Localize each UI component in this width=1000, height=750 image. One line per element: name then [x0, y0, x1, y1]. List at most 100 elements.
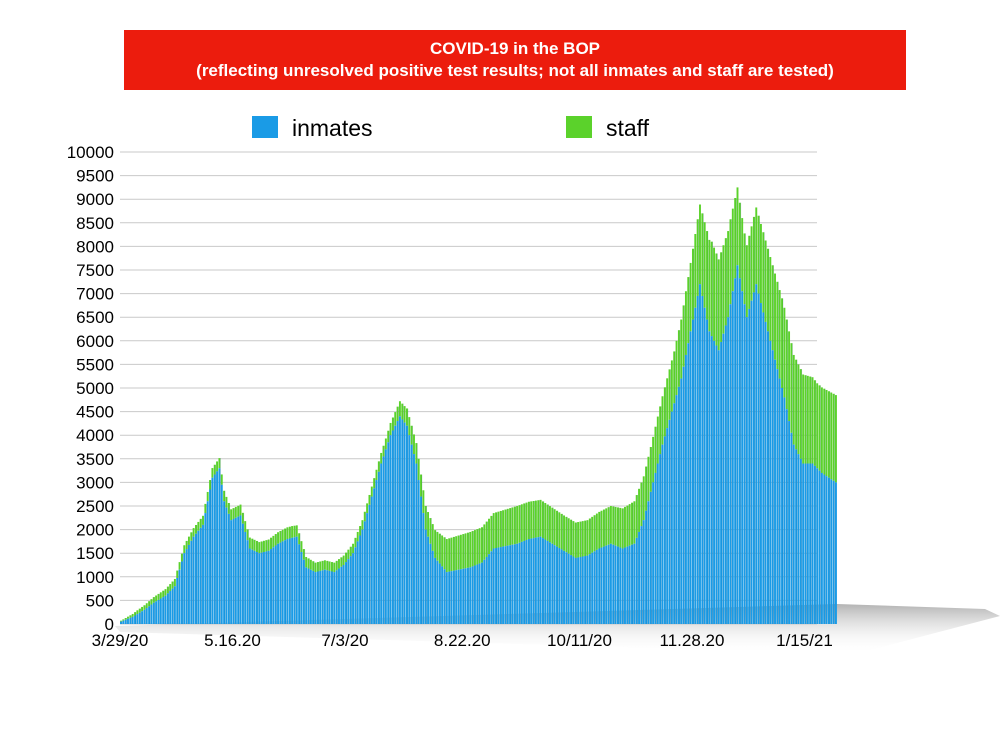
bar-inmates [323, 569, 326, 624]
bar-inmates [124, 619, 127, 624]
bar-inmates [511, 544, 514, 624]
bar-staff [745, 245, 748, 318]
bar-staff [239, 504, 242, 516]
bar-inmates [356, 541, 359, 624]
y-tick-label: 1500 [76, 544, 114, 563]
bar-staff [162, 590, 165, 598]
bar-staff [743, 233, 746, 305]
y-tick-label: 6000 [76, 332, 114, 351]
bar-inmates [180, 561, 183, 624]
bar-inmates [816, 468, 819, 624]
bar-inmates [811, 463, 814, 624]
bar-inmates [631, 544, 633, 624]
bar-staff [225, 496, 228, 508]
bar-staff [809, 376, 812, 464]
bar-staff [300, 541, 303, 553]
bar-inmates [312, 570, 315, 624]
bar-staff [246, 529, 249, 541]
bar-staff [431, 524, 434, 551]
bar-staff [652, 436, 655, 483]
bar-inmates [211, 477, 214, 624]
bar-inmates [141, 611, 144, 624]
bar-staff [666, 378, 669, 429]
bar-inmates [328, 570, 331, 624]
bar-inmates [696, 295, 699, 624]
bar-inmates [602, 546, 605, 624]
x-tick-label: 1/15/21 [776, 631, 833, 650]
bar-inmates [127, 618, 129, 624]
bar-inmates [431, 550, 434, 624]
bar-staff [157, 593, 160, 600]
bar-staff [771, 265, 774, 351]
bar-inmates [415, 463, 418, 624]
bar-inmates [396, 421, 399, 624]
bar-staff [429, 518, 432, 544]
bar-staff [131, 613, 134, 617]
bar-inmates [640, 526, 643, 624]
bar-inmates [790, 432, 793, 624]
bar-inmates [518, 542, 521, 624]
bar-staff [593, 515, 596, 552]
bar-staff [563, 515, 565, 551]
bar-inmates [495, 548, 497, 624]
bar-staff [396, 406, 399, 422]
y-tick-label: 2500 [76, 497, 114, 516]
bar-inmates [621, 548, 624, 624]
bar-staff [380, 452, 383, 464]
bar-staff [663, 387, 666, 437]
bar-staff [340, 557, 343, 567]
bar-staff [633, 501, 636, 544]
y-tick-label: 6500 [76, 308, 114, 327]
bar-inmates [560, 549, 563, 624]
bar-inmates [677, 386, 680, 624]
bar-inmates [218, 468, 221, 624]
bar-staff [255, 540, 258, 553]
bar-staff [466, 532, 469, 568]
bar-staff [741, 218, 744, 292]
x-axis: 3/29/20 5.16.20 7/3/20 8.22.20 10/11/20 11.28… [92, 631, 833, 650]
bar-inmates [616, 546, 619, 624]
bar-staff [612, 506, 615, 545]
bar-inmates [185, 549, 188, 624]
bar-staff [673, 351, 676, 404]
bar-staff [546, 504, 549, 541]
bar-inmates [802, 463, 805, 624]
bar-inmates [281, 541, 284, 624]
bar-inmates [586, 555, 589, 624]
bar-inmates [270, 549, 272, 624]
bar-staff [173, 578, 176, 587]
bar-inmates [387, 442, 390, 624]
bar-inmates [291, 537, 294, 624]
y-tick-label: 1000 [76, 568, 114, 587]
bar-inmates [309, 569, 312, 624]
bar-staff [180, 553, 183, 562]
bar-inmates [335, 570, 338, 624]
bar-inmates [741, 291, 744, 624]
bar-inmates [492, 548, 495, 624]
bar-inmates [394, 425, 397, 624]
bar-staff [621, 508, 624, 549]
bar-inmates [230, 520, 233, 624]
bar-inmates [232, 518, 235, 624]
bar-inmates [633, 543, 636, 624]
bar-inmates [352, 553, 354, 624]
bar-staff [328, 561, 331, 571]
bar-inmates [138, 612, 141, 624]
bar-inmates [673, 403, 676, 624]
bar-inmates [183, 553, 186, 624]
bar-inmates [277, 543, 279, 624]
bar-staff [748, 235, 751, 309]
bar-inmates [380, 463, 383, 624]
bar-inmates [661, 444, 664, 624]
bar-inmates [795, 449, 798, 624]
bar-staff [556, 510, 558, 547]
bar-staff [638, 488, 640, 532]
bar-staff [830, 392, 833, 480]
bar-inmates [706, 319, 708, 624]
bar-staff [159, 592, 162, 599]
bar-staff [823, 388, 826, 475]
bar-inmates [448, 571, 451, 624]
bar-inmates [391, 430, 394, 624]
bar-staff [485, 521, 488, 557]
bar-staff [703, 222, 706, 308]
